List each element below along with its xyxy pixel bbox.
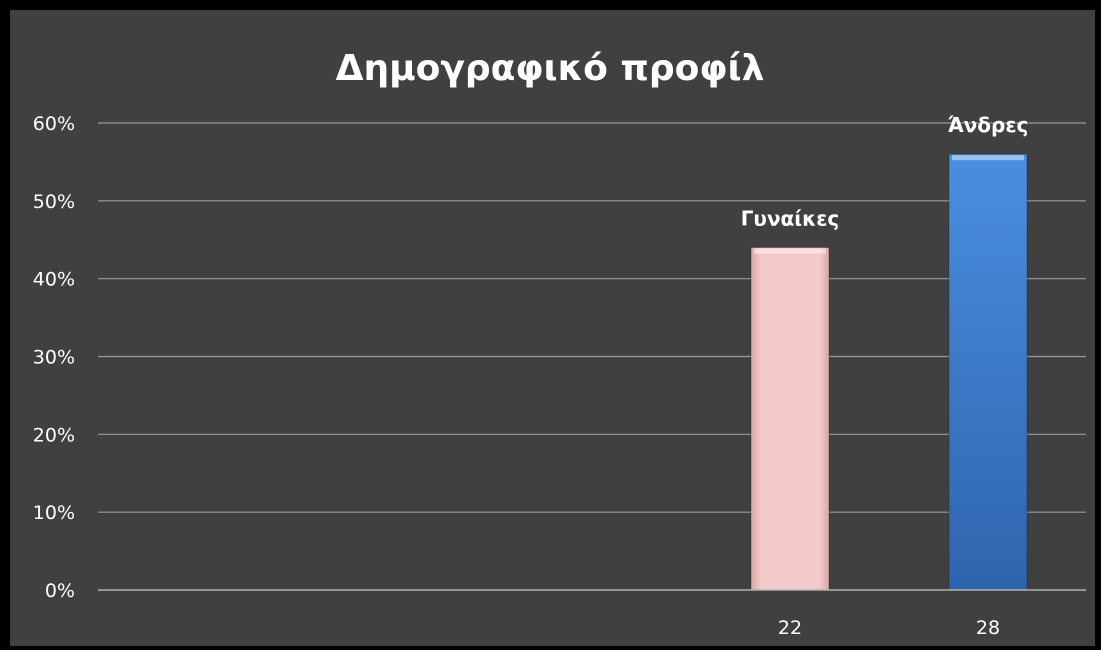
bar-highlight [754,248,826,254]
y-tick-label: 20% [33,424,75,446]
y-tick-label: 10% [33,502,75,524]
y-tick-label: 40% [33,269,75,291]
data-labels: Γυναίκες Άνδρες [741,113,1029,230]
bar-22 [750,247,830,591]
data-label: Γυναίκες [741,207,840,231]
x-tick-label: 22 [778,617,802,639]
y-tick-label: 30% [33,347,75,369]
x-tick-label: 28 [976,617,1000,639]
chart-title: Δημογραφικό προφίλ [336,48,765,89]
y-tick-label: 50% [33,191,75,213]
y-tick-label: 0% [45,580,75,602]
data-label: Άνδρες [948,113,1029,137]
gridlines [98,122,1086,513]
bar-28 [948,153,1028,591]
bar-highlight [952,155,1024,161]
x-axis-tick-labels: 22 28 [778,617,1000,639]
y-tick-label: 60% [33,113,75,135]
bars [750,153,1028,591]
y-axis-tick-labels: 0% 10% 20% 30% 40% 50% 60% [33,113,75,602]
plot-area [10,10,1095,646]
